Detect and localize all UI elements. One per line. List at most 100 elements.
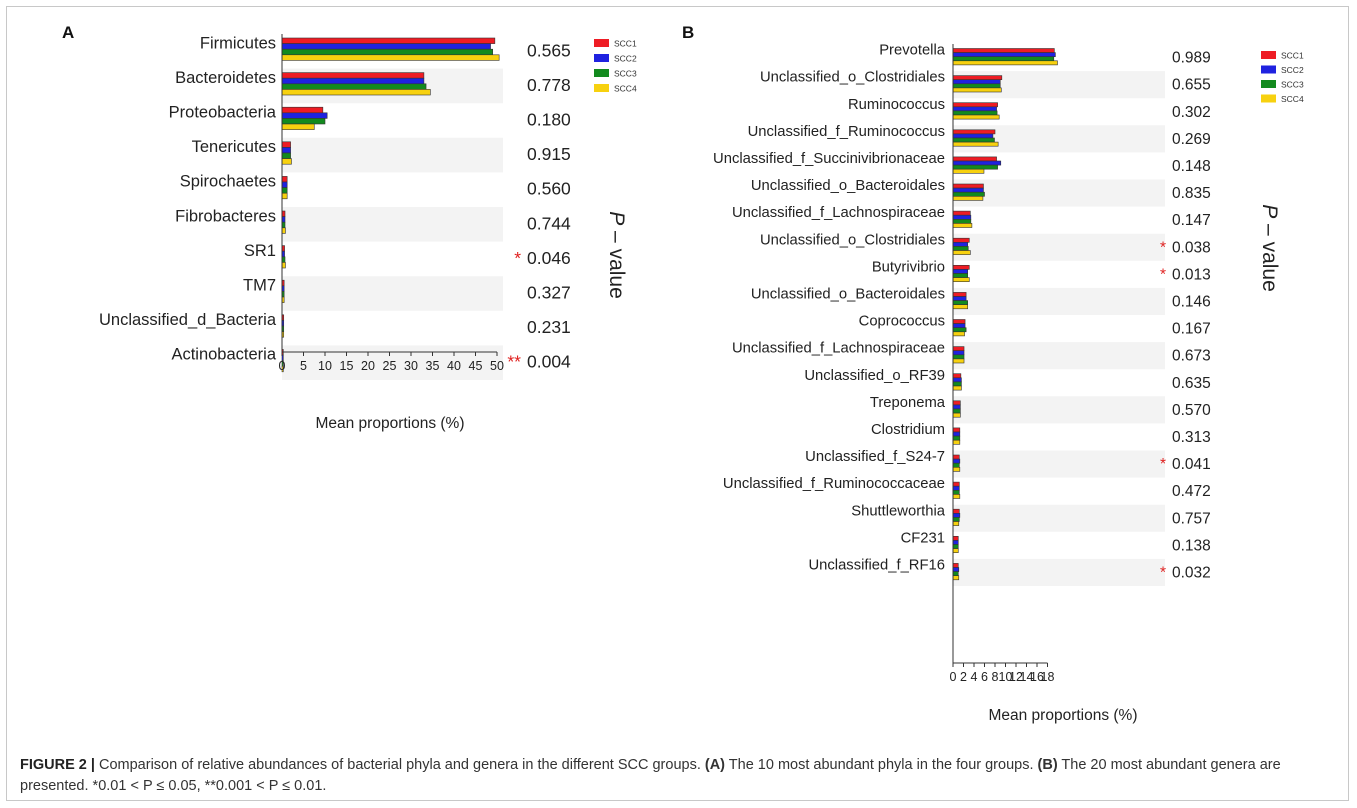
- panel-b-x-tick-label: 8: [992, 670, 999, 684]
- panel-b-p-value: 0.041: [1172, 456, 1211, 473]
- panel-b-bar-scc1: [952, 102, 998, 108]
- panel-b-legend-swatch-scc4: [1261, 94, 1276, 103]
- panel-a-significance-star: *: [514, 248, 521, 268]
- panel-b-category-label: Unclassified_f_Lachnospiraceae: [732, 205, 945, 221]
- panel-a-bar-scc4: [281, 227, 286, 234]
- panel-b-bar-scc1: [952, 48, 1055, 53]
- panel-a-category-label: Firmicutes: [200, 34, 276, 52]
- panel-a-bar-scc3: [281, 187, 288, 194]
- panel-b-x-axis-label: Mean proportions (%): [988, 707, 1137, 724]
- panel-a-category-label: SR1: [244, 242, 276, 260]
- panel-b-bar-scc4: [952, 168, 985, 174]
- panel-a-p-value: 0.744: [527, 213, 571, 233]
- panel-a-bar-scc3: [281, 48, 493, 56]
- panel-b-bar-scc1: [952, 210, 971, 216]
- panel-b-legend-swatch-scc2: [1261, 65, 1276, 74]
- panel-b-bar-scc3: [952, 327, 967, 333]
- panel-b-bar-scc2: [952, 106, 997, 112]
- panel-b-bar-scc2: [952, 485, 960, 491]
- panel-b-bar-scc4: [952, 494, 961, 499]
- panel-b-bar-scc4: [952, 114, 1000, 120]
- panel-b-row-band: [953, 396, 1165, 424]
- panel-a-x-tick-label: 45: [469, 359, 483, 373]
- panel-b-bar-scc2: [952, 377, 962, 383]
- panel-a-p-value: 0.231: [527, 317, 571, 337]
- panel-a-bar-scc1: [281, 176, 288, 183]
- panel-b-p-value: 0.038: [1172, 239, 1211, 256]
- panel-b-p-value: 0.032: [1172, 564, 1211, 581]
- panel-b-bar-scc4: [952, 250, 971, 255]
- panel-b-category-label: Unclassified_f_Lachnospiraceae: [732, 341, 945, 357]
- panel-b-bar-scc4: [952, 141, 999, 147]
- panel-a-category-label: Proteobacteria: [169, 104, 277, 122]
- panel-a-bar-scc2: [281, 112, 328, 119]
- panel-a-p-value: 0.915: [527, 144, 571, 164]
- panel-b-p-value: 0.302: [1172, 104, 1211, 121]
- caption-text-2: The 10 most abundant phyla in the four g…: [725, 757, 1038, 773]
- panel-a-bar-scc4: [281, 123, 315, 130]
- panel-b-category-label: Unclassified_o_Bacteroidales: [751, 178, 945, 194]
- panel-b-category-label: Ruminococcus: [848, 97, 945, 113]
- panel-a-p-value-axis-label-text: – value: [605, 225, 628, 299]
- panel-a-bar-scc4: [281, 192, 288, 200]
- panel-a-bar-scc3: [281, 118, 326, 125]
- panel-b-bar-scc4: [952, 548, 959, 553]
- panel-a-legend-label: SCC1: [614, 39, 637, 49]
- panel-b-p-value: 0.472: [1172, 483, 1211, 500]
- caption-text-1: Comparison of relative abundances of bac…: [94, 757, 705, 773]
- panel-b-bar-scc4: [952, 521, 960, 526]
- panel-b-p-value: 0.635: [1172, 375, 1211, 392]
- panel-b-p-value: 0.138: [1172, 537, 1211, 554]
- panel-a-legend-swatch-scc3: [594, 69, 609, 77]
- panel-b-bar-scc2: [952, 512, 961, 518]
- panel-b-bar-scc3: [952, 408, 961, 414]
- figure-caption: FIGURE 2 | Comparison of relative abunda…: [20, 755, 1340, 797]
- panel-b-legend-label: SCC4: [1281, 94, 1304, 104]
- panel-a-x-tick-label: 5: [300, 359, 307, 373]
- panel-a-category-label: Fibrobacteres: [175, 207, 276, 225]
- panel-a-bar-scc2: [281, 43, 491, 50]
- panel-a-category-label: TM7: [243, 277, 276, 295]
- panel-b-category-label: Unclassified_f_Succinivibrionaceae: [713, 151, 945, 167]
- panel-b-bar-scc1: [952, 427, 961, 433]
- panel-b-bar-scc3: [952, 110, 998, 116]
- panel-b-bar-scc2: [952, 214, 972, 220]
- panel-b-bar-scc4: [952, 196, 984, 201]
- panel-b-significance-star: *: [1160, 564, 1166, 581]
- panel-a-x-tick-label: 10: [318, 359, 332, 373]
- panel-b-bar-scc4: [952, 358, 965, 364]
- panel-b-p-value: 0.269: [1172, 131, 1211, 148]
- panel-b-row-band: [953, 179, 1165, 207]
- panel-a-bar-scc1: [281, 106, 324, 114]
- panel-a-category-label: Tenericutes: [192, 138, 276, 156]
- panel-a-category-label: Bacteroidetes: [175, 69, 276, 87]
- panel-b-bar-scc3: [952, 137, 995, 143]
- panel-a-p-value: 0.565: [527, 40, 571, 60]
- panel-b-letter: B: [682, 23, 694, 42]
- panel-a-row-band: [282, 276, 503, 311]
- panel-b-p-value: 0.655: [1172, 77, 1211, 94]
- panel-a-x-tick-label: 25: [383, 359, 397, 373]
- panel-b-bar-scc2: [952, 52, 1056, 57]
- panel-b-x-tick-label: 18: [1041, 670, 1055, 684]
- panel-b-row-band: [953, 450, 1165, 478]
- panel-a-x-tick-label: 50: [490, 359, 504, 373]
- panel-b-p-value-axis-label: P – value: [1258, 204, 1281, 292]
- panel-b-category-label: Unclassified_o_Bacteroidales: [751, 286, 945, 302]
- panel-b-bar-scc1: [952, 508, 960, 514]
- panel-b-category-label: Prevotella: [879, 43, 946, 59]
- panel-b-category-label: Clostridium: [871, 422, 945, 438]
- panel-b-bar-scc2: [952, 242, 968, 247]
- panel-a-legend-swatch-scc4: [594, 84, 609, 92]
- panel-a-p-value: 0.046: [527, 248, 571, 268]
- panel-b-bar-scc2: [952, 323, 966, 329]
- panel-a-p-value: 0.327: [527, 283, 571, 303]
- panel-b-bar-scc3: [952, 354, 965, 360]
- panel-b-row-band: [953, 233, 1165, 261]
- panel-b-bar-scc1: [952, 563, 959, 568]
- panel-b-bar-scc1: [952, 454, 960, 460]
- panel-a-bar-scc2: [281, 181, 288, 188]
- panel-b-p-value: 0.146: [1172, 293, 1211, 310]
- panel-b-bar-scc1: [952, 400, 961, 406]
- panel-a-p-value: 0.778: [527, 75, 571, 95]
